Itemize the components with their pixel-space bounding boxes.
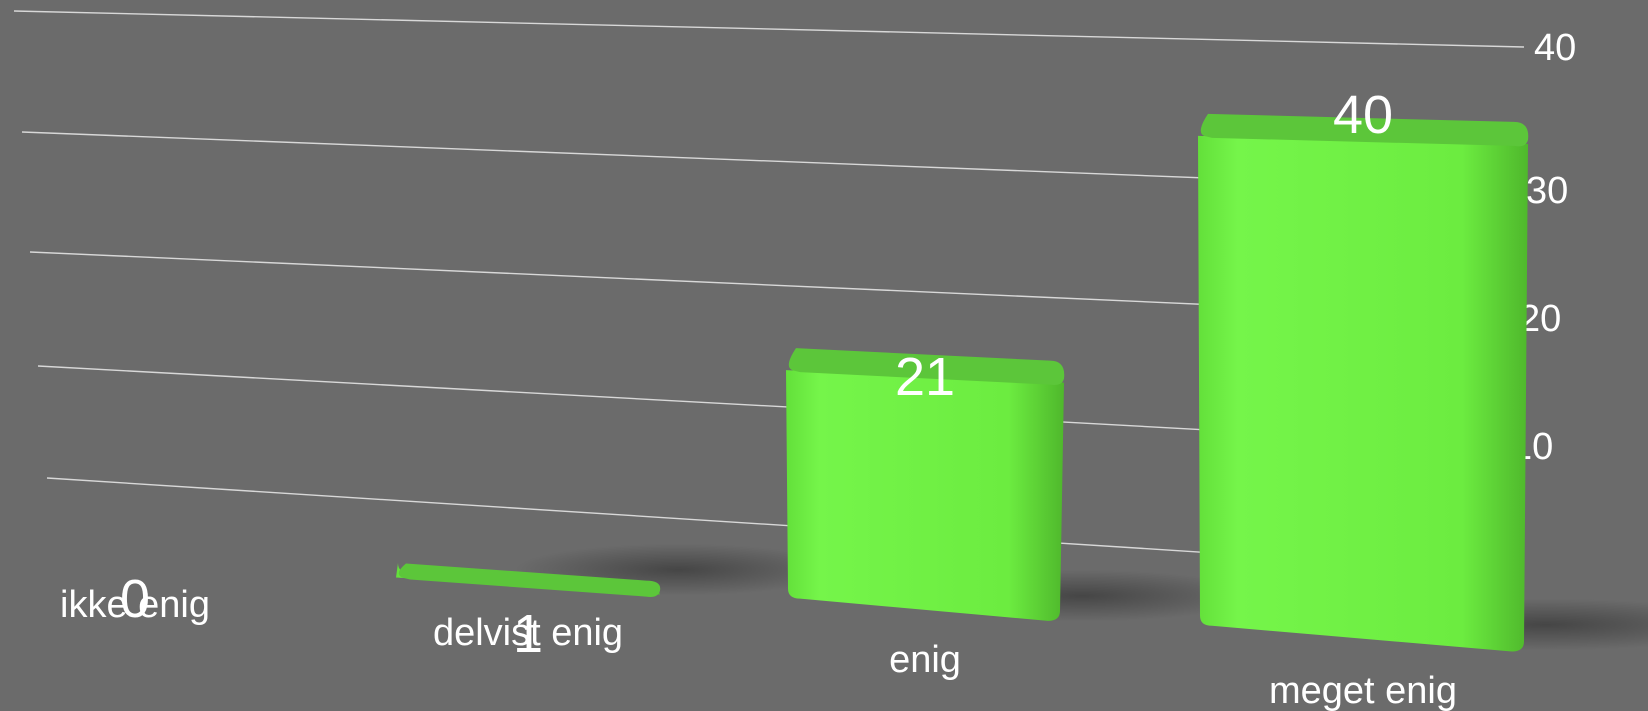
bar-top — [788, 348, 1065, 386]
data-label: 40 — [1333, 85, 1393, 145]
bar-top — [1200, 113, 1529, 147]
x-tick-label: ikke enig — [60, 584, 210, 626]
gridline — [13, 10, 1525, 48]
data-label: 1 — [513, 604, 543, 664]
x-tick-label: meget enig — [1269, 670, 1457, 711]
bars — [396, 113, 1529, 652]
x-tick-label: enig — [889, 639, 961, 681]
data-label: 0 — [120, 569, 150, 629]
x-tick-label: delvist enig — [433, 612, 623, 654]
y-tick-label: 30 — [1526, 170, 1568, 212]
bar-top — [398, 563, 661, 597]
data-label: 21 — [895, 347, 955, 407]
y-tick-label: 40 — [1534, 27, 1576, 69]
bar — [786, 370, 1064, 621]
bar — [1198, 135, 1528, 652]
